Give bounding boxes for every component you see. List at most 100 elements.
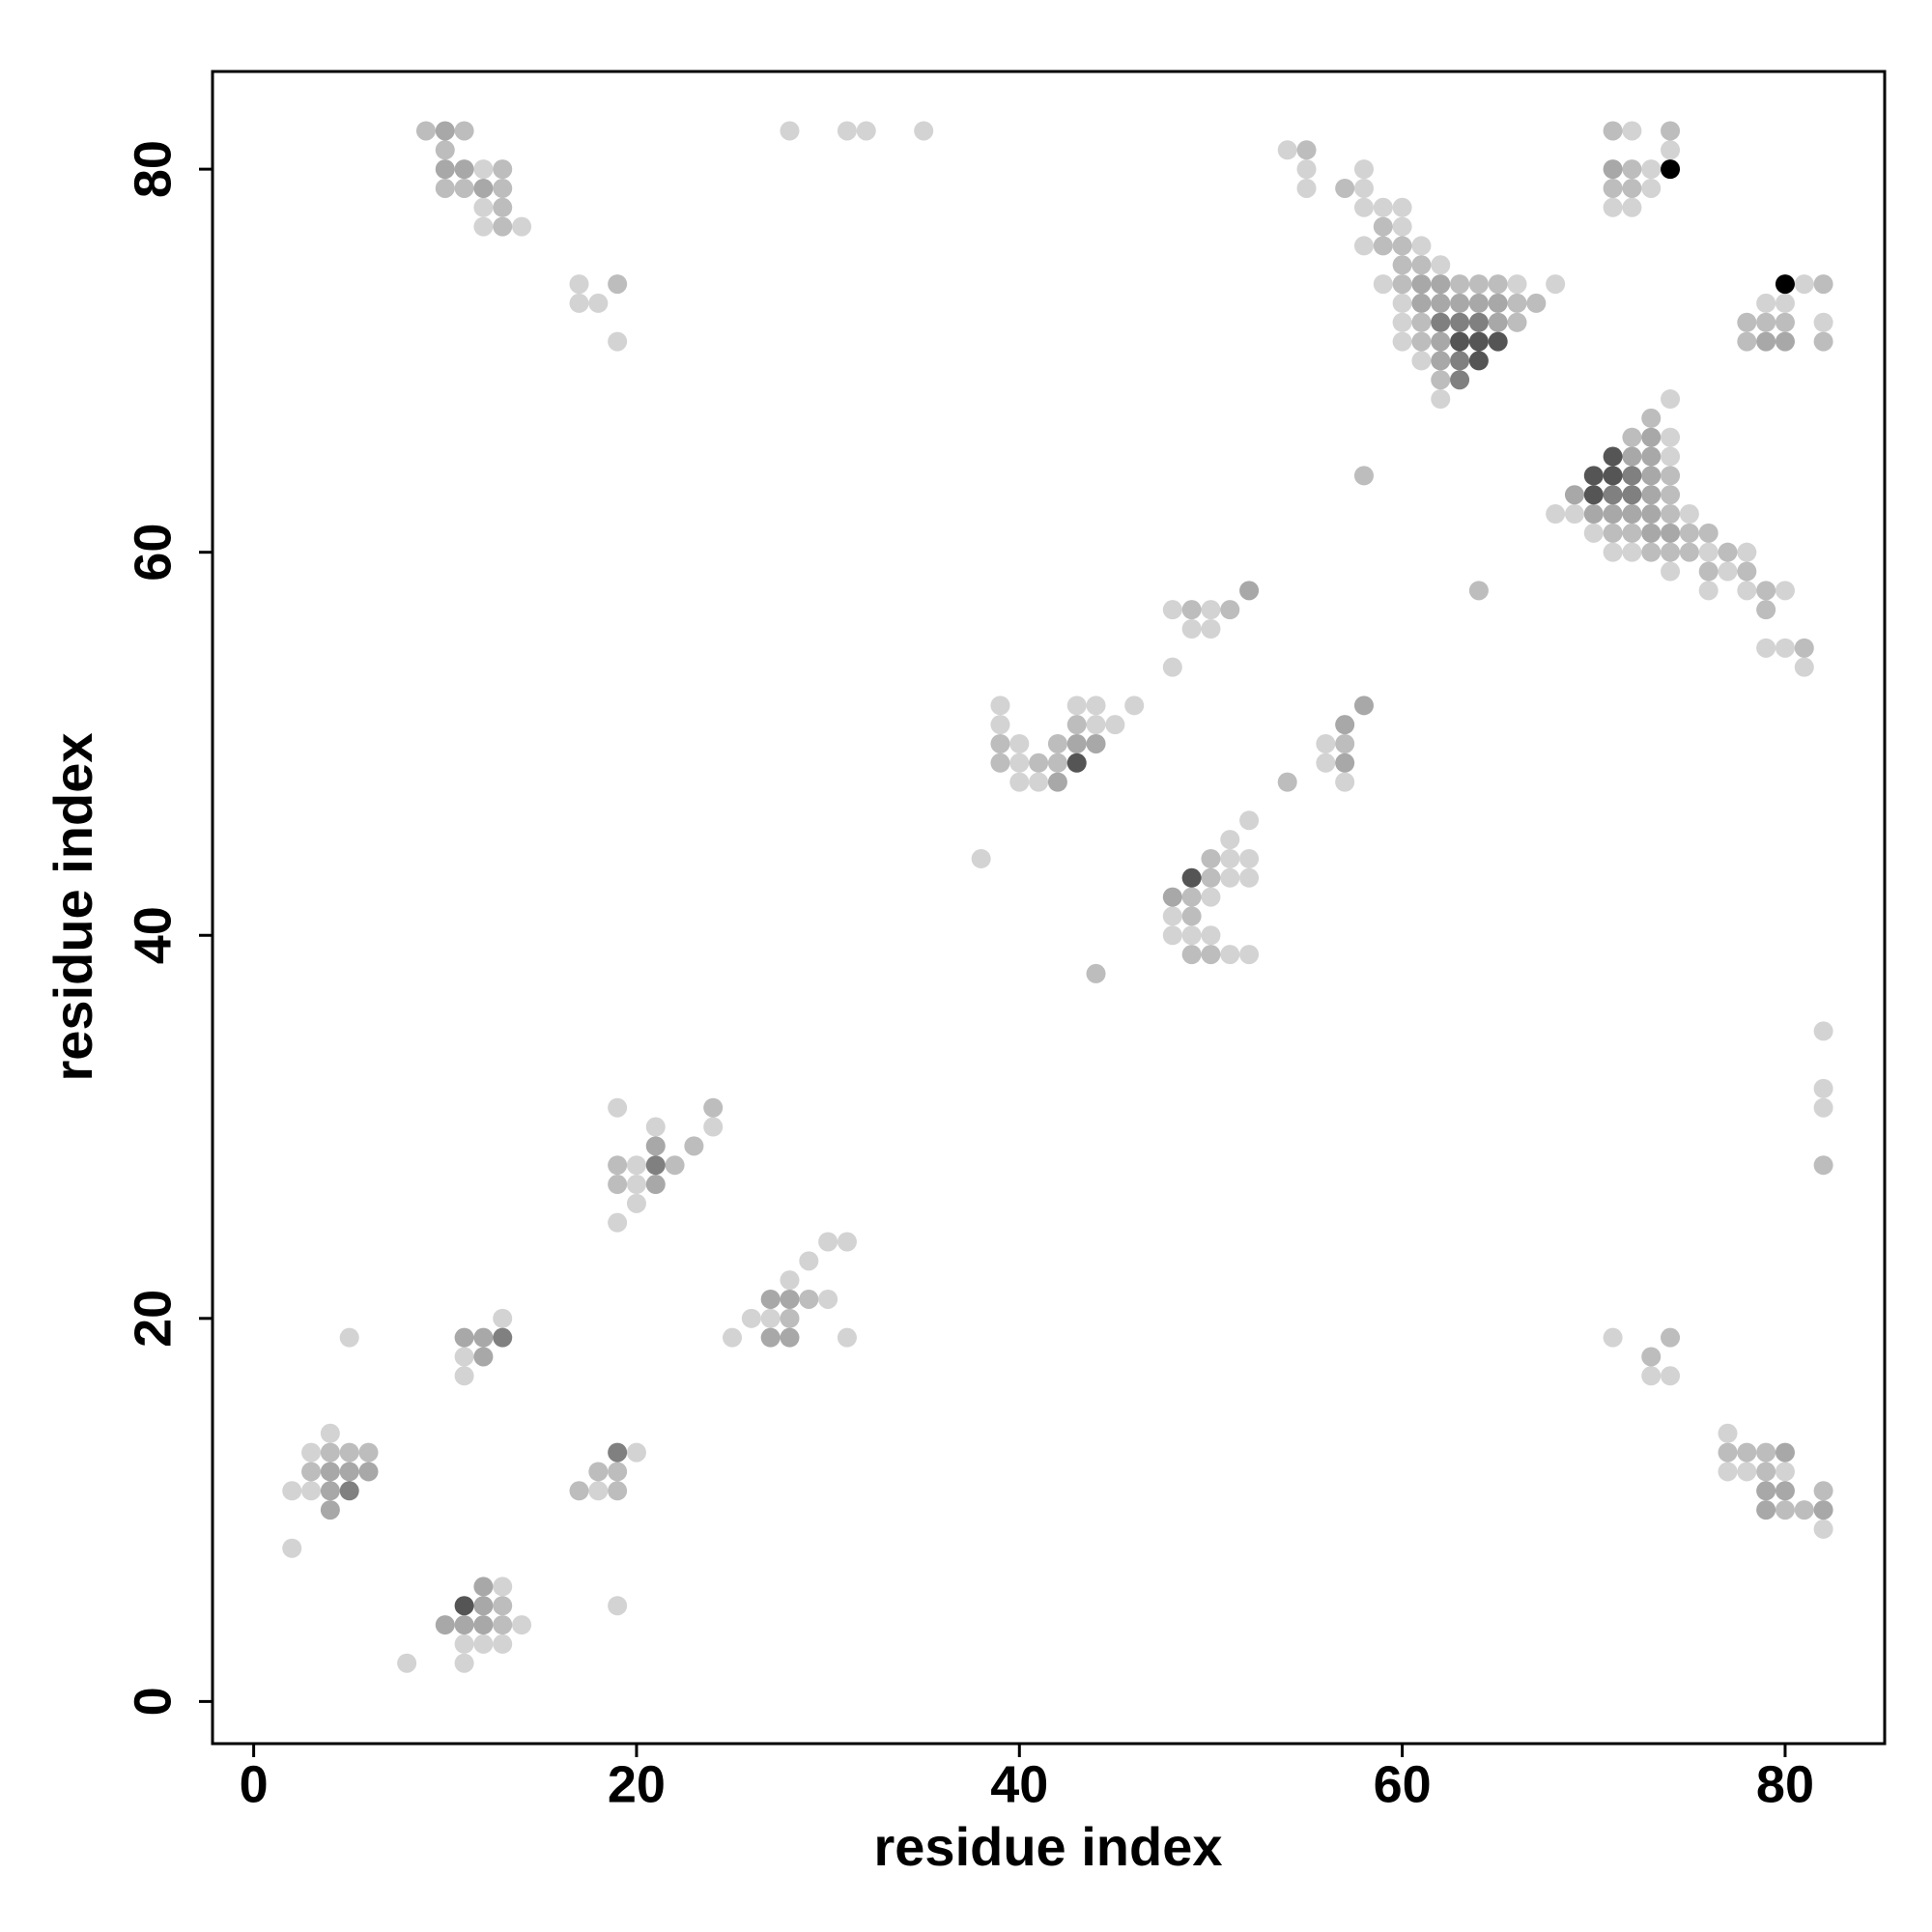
contact-point bbox=[1546, 504, 1566, 525]
contact-point bbox=[723, 1327, 743, 1348]
contact-point bbox=[1583, 466, 1604, 486]
contact-point bbox=[1296, 178, 1317, 198]
contact-point bbox=[1679, 504, 1699, 525]
contact-point bbox=[1373, 216, 1393, 237]
contact-point bbox=[1316, 753, 1336, 773]
contact-point bbox=[1526, 293, 1547, 313]
contact-point bbox=[1583, 504, 1604, 525]
contact-point bbox=[1641, 408, 1662, 428]
contact-point bbox=[435, 159, 455, 180]
contact-point bbox=[1641, 466, 1662, 486]
contact-point bbox=[608, 1175, 628, 1195]
contact-point bbox=[1220, 830, 1240, 850]
x-tick-label: 60 bbox=[1374, 1755, 1432, 1813]
contact-point bbox=[588, 1462, 609, 1482]
contact-point bbox=[780, 121, 800, 141]
contact-point bbox=[1239, 810, 1260, 831]
contact-point bbox=[1392, 236, 1412, 256]
contact-point bbox=[1756, 581, 1776, 601]
contact-point bbox=[1507, 293, 1527, 313]
contact-point bbox=[1775, 581, 1795, 601]
contact-point bbox=[1431, 312, 1451, 332]
contact-point bbox=[1086, 733, 1106, 753]
contact-point bbox=[1373, 197, 1393, 217]
contact-point bbox=[780, 1327, 800, 1348]
contact-point bbox=[1603, 178, 1623, 198]
contact-point bbox=[1353, 178, 1374, 198]
contact-point bbox=[1679, 523, 1699, 543]
contact-point bbox=[1411, 351, 1432, 371]
contact-point bbox=[990, 715, 1010, 735]
contact-point bbox=[1450, 274, 1470, 295]
x-axis-label: residue index bbox=[873, 1816, 1222, 1877]
contact-point bbox=[473, 216, 494, 237]
contact-point bbox=[818, 1289, 838, 1309]
contact-point bbox=[1756, 1442, 1776, 1463]
contact-point bbox=[1335, 715, 1355, 735]
contact-point bbox=[1220, 867, 1240, 888]
contact-point bbox=[1047, 772, 1067, 792]
contact-point bbox=[1201, 619, 1221, 639]
contact-point bbox=[1622, 121, 1642, 141]
contact-point bbox=[1181, 925, 1202, 946]
contact-point bbox=[454, 1634, 474, 1654]
contact-point bbox=[1661, 427, 1681, 447]
contact-point bbox=[512, 216, 532, 237]
contact-point bbox=[1411, 312, 1432, 332]
contact-point bbox=[1029, 753, 1049, 773]
contact-point bbox=[780, 1308, 800, 1328]
contact-point bbox=[320, 1481, 340, 1501]
contact-point bbox=[569, 1481, 589, 1501]
contact-point bbox=[1718, 1442, 1738, 1463]
contact-point bbox=[282, 1538, 302, 1558]
contact-point bbox=[1488, 274, 1508, 295]
contact-point bbox=[1316, 733, 1336, 753]
contact-point bbox=[1641, 427, 1662, 447]
contact-point bbox=[1009, 733, 1030, 753]
contact-point bbox=[569, 274, 589, 295]
contact-point bbox=[1181, 906, 1202, 926]
contact-point bbox=[1775, 331, 1795, 352]
contact-point bbox=[1813, 1097, 1833, 1118]
contact-point bbox=[1546, 274, 1566, 295]
contact-point bbox=[493, 1327, 513, 1348]
contact-point bbox=[1622, 159, 1642, 180]
x-tick-label: 20 bbox=[608, 1755, 666, 1813]
contact-point bbox=[1698, 561, 1719, 582]
contact-point bbox=[493, 1615, 513, 1635]
contact-point bbox=[1737, 561, 1757, 582]
contact-point bbox=[1335, 753, 1355, 773]
contact-point bbox=[1641, 178, 1662, 198]
contact-point bbox=[626, 1193, 646, 1213]
contact-point bbox=[1813, 1155, 1833, 1176]
contact-point bbox=[645, 1117, 666, 1137]
contact-point bbox=[1641, 446, 1662, 467]
contact-point bbox=[1641, 1347, 1662, 1367]
contact-point bbox=[473, 1596, 494, 1616]
contact-point bbox=[1737, 581, 1757, 601]
x-tick-label: 40 bbox=[990, 1755, 1048, 1813]
contact-point bbox=[1066, 696, 1087, 716]
contact-point bbox=[1622, 504, 1642, 525]
contact-point bbox=[473, 1577, 494, 1597]
contact-point bbox=[493, 216, 513, 237]
contact-point bbox=[454, 1366, 474, 1386]
contact-point bbox=[1603, 504, 1623, 525]
contact-point bbox=[320, 1500, 340, 1520]
contact-point bbox=[454, 1327, 474, 1348]
contact-point bbox=[1661, 561, 1681, 582]
contact-point bbox=[837, 1327, 857, 1348]
contact-point bbox=[1450, 293, 1470, 313]
contact-point bbox=[1661, 542, 1681, 562]
contact-point bbox=[990, 733, 1010, 753]
contact-point bbox=[1450, 351, 1470, 371]
contact-point bbox=[1813, 312, 1833, 332]
contact-point bbox=[1813, 1481, 1833, 1501]
contact-point bbox=[1086, 696, 1106, 716]
contact-point bbox=[645, 1155, 666, 1176]
contact-point bbox=[1775, 1500, 1795, 1520]
contact-point bbox=[1775, 312, 1795, 332]
contact-point bbox=[1450, 370, 1470, 390]
